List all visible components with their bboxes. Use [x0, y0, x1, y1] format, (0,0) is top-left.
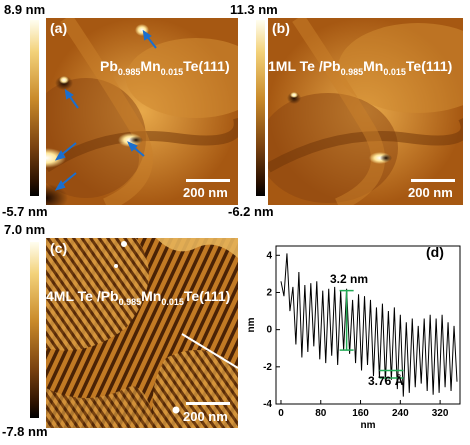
annotation-top: 3.2 nm: [330, 272, 369, 286]
y-tick-label: -2: [263, 362, 272, 373]
colorbar-b: [256, 20, 265, 196]
annotation-bottom: 3.76 Å: [368, 374, 404, 388]
x-tick-label: 320: [432, 408, 449, 419]
colorbar-a-max: 8.9 nm: [4, 2, 46, 17]
afm-image-b-surface: [268, 18, 463, 205]
y-tick-label: 0: [266, 325, 272, 336]
profile-line: [280, 253, 458, 397]
x-tick-label: 240: [392, 408, 409, 419]
colorbar-a-min: -5.7 nm: [2, 204, 48, 219]
y-tick-label: 4: [266, 250, 272, 261]
scalebar-c: [186, 402, 230, 405]
panel-label-c: (c): [50, 240, 68, 256]
afm-image-a: (a) Pb0.985Mn0.015Te(111) 200 nm: [46, 18, 238, 205]
colorbar-a: [30, 20, 39, 196]
afm-image-b: (b) 1ML Te /Pb0.985Mn0.015Te(111) 200 nm: [268, 18, 463, 205]
panel-label-b: (b): [272, 20, 290, 36]
composition-label-b: 1ML Te /Pb0.985Mn0.015Te(111): [268, 58, 453, 77]
scalebar-a-label: 200 nm: [183, 185, 228, 200]
y-axis-label: nm: [246, 317, 257, 332]
plot-frame: [275, 245, 461, 405]
scalebar-b: [411, 179, 455, 182]
composition-label-c: 4ML Te /Pb0.985Mn0.015Te(111): [46, 288, 231, 307]
x-tick-label: 160: [352, 408, 369, 419]
scalebar-c-label: 200 nm: [183, 409, 228, 424]
y-tick-label: 2: [266, 287, 272, 298]
colorbar-b-max: 11.3 nm: [230, 2, 278, 17]
afm-image-a-surface: [46, 18, 238, 205]
scalebar-a: [186, 179, 230, 182]
x-axis-label: nm: [361, 420, 376, 431]
x-tick-label: 80: [315, 408, 327, 419]
panel-label-a: (a): [50, 20, 68, 36]
profile-chart-svg: 0 80 160 240 320 -4 -2 0 2 4 nm nm: [246, 245, 461, 431]
colorbar-c-max: 7.0 nm: [4, 222, 46, 237]
colorbar-b-min: -6.2 nm: [228, 204, 274, 219]
y-tick-label: -4: [263, 399, 272, 410]
composition-label-a: Pb0.985Mn0.015Te(111): [100, 58, 230, 77]
x-tick-label: 0: [278, 408, 284, 419]
colorbar-c: [30, 242, 39, 418]
panel-label-d: (d): [426, 244, 444, 260]
scalebar-b-label: 200 nm: [408, 185, 453, 200]
arrow-markers-a: [54, 29, 157, 191]
profile-chart: 0 80 160 240 320 -4 -2 0 2 4 nm nm (d) 3.2 nm 3.76 …: [246, 236, 468, 440]
afm-image-c: (c) 4ML Te /Pb0.985Mn0.015Te(111) 200 nm: [46, 238, 238, 428]
colorbar-c-min: -7.8 nm: [2, 424, 48, 439]
afm-image-c-surface: [46, 238, 238, 428]
